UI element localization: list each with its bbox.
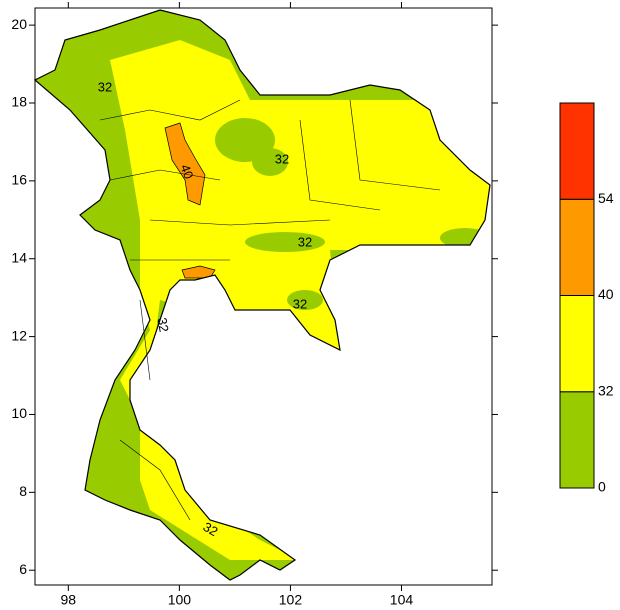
contour-label: 32 xyxy=(293,296,307,311)
contour-label: 32 xyxy=(201,519,221,539)
y-tick-label: 18 xyxy=(11,94,27,110)
colorbar-label: 32 xyxy=(598,382,614,398)
colorbar-label: 0 xyxy=(598,479,606,495)
contour-label: 40 xyxy=(177,162,196,181)
contour-label: 32 xyxy=(298,234,312,249)
x-tick-label: 104 xyxy=(390,592,414,608)
colorbar-label: 54 xyxy=(598,190,614,206)
map-frame xyxy=(34,7,493,586)
colorbar-segment xyxy=(559,198,595,296)
x-tick-label: 102 xyxy=(279,592,303,608)
colorbar-segment xyxy=(559,295,595,393)
colorbar-segment xyxy=(559,102,595,200)
x-tick-label: 98 xyxy=(61,592,77,608)
y-tick-label: 16 xyxy=(11,172,27,188)
contour-label: 32 xyxy=(154,316,171,333)
contour-label: 32 xyxy=(275,151,289,166)
y-tick-label: 20 xyxy=(11,16,27,32)
y-tick-label: 14 xyxy=(11,249,27,265)
y-tick-label: 10 xyxy=(11,405,27,421)
y-tick-label: 8 xyxy=(19,483,27,499)
y-tick-label: 12 xyxy=(11,327,27,343)
contour-label: 32 xyxy=(98,79,112,94)
colorbar-segment xyxy=(559,391,595,489)
colorbar-label: 40 xyxy=(598,286,614,302)
province-borders xyxy=(99,99,441,521)
y-tick-label: 6 xyxy=(19,561,27,577)
x-tick-label: 100 xyxy=(168,592,192,608)
